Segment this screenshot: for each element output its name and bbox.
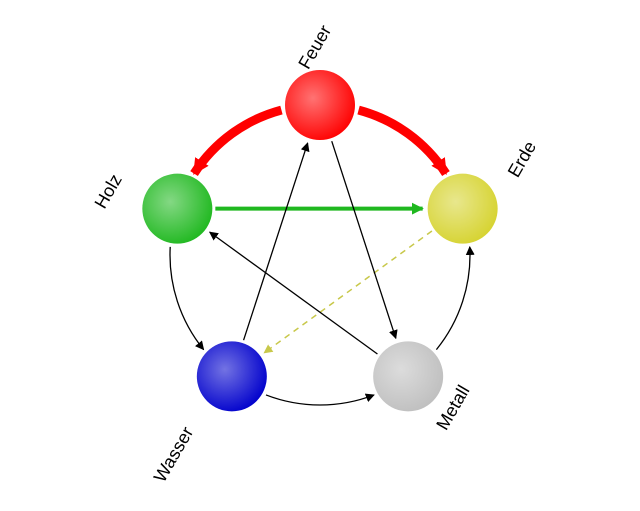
arc-wasser-metall — [266, 395, 374, 405]
arc-holz-wasser — [170, 247, 204, 350]
arc-metall-erde — [436, 247, 470, 350]
edge-wasser-feuer — [244, 143, 308, 340]
node-erde — [428, 174, 498, 244]
node-holz — [142, 174, 212, 244]
node-wasser — [197, 341, 267, 411]
arc-feuer-erde — [359, 110, 446, 173]
node-feuer — [285, 70, 355, 140]
inner-edges — [210, 141, 432, 354]
label-erde: Erde — [504, 138, 540, 181]
label-holz: Holz — [90, 171, 125, 212]
nodes — [142, 70, 497, 411]
arc-feuer-holz — [194, 110, 281, 173]
edge-feuer-metall — [332, 141, 396, 338]
node-metall — [373, 341, 443, 411]
edge-erde-wasser — [264, 231, 432, 353]
label-wasser: Wasser — [150, 423, 197, 485]
five-elements-diagram: FeuerErdeMetallWasserHolz — [0, 0, 640, 511]
label-feuer: Feuer — [294, 22, 335, 73]
edge-metall-holz — [210, 232, 378, 354]
